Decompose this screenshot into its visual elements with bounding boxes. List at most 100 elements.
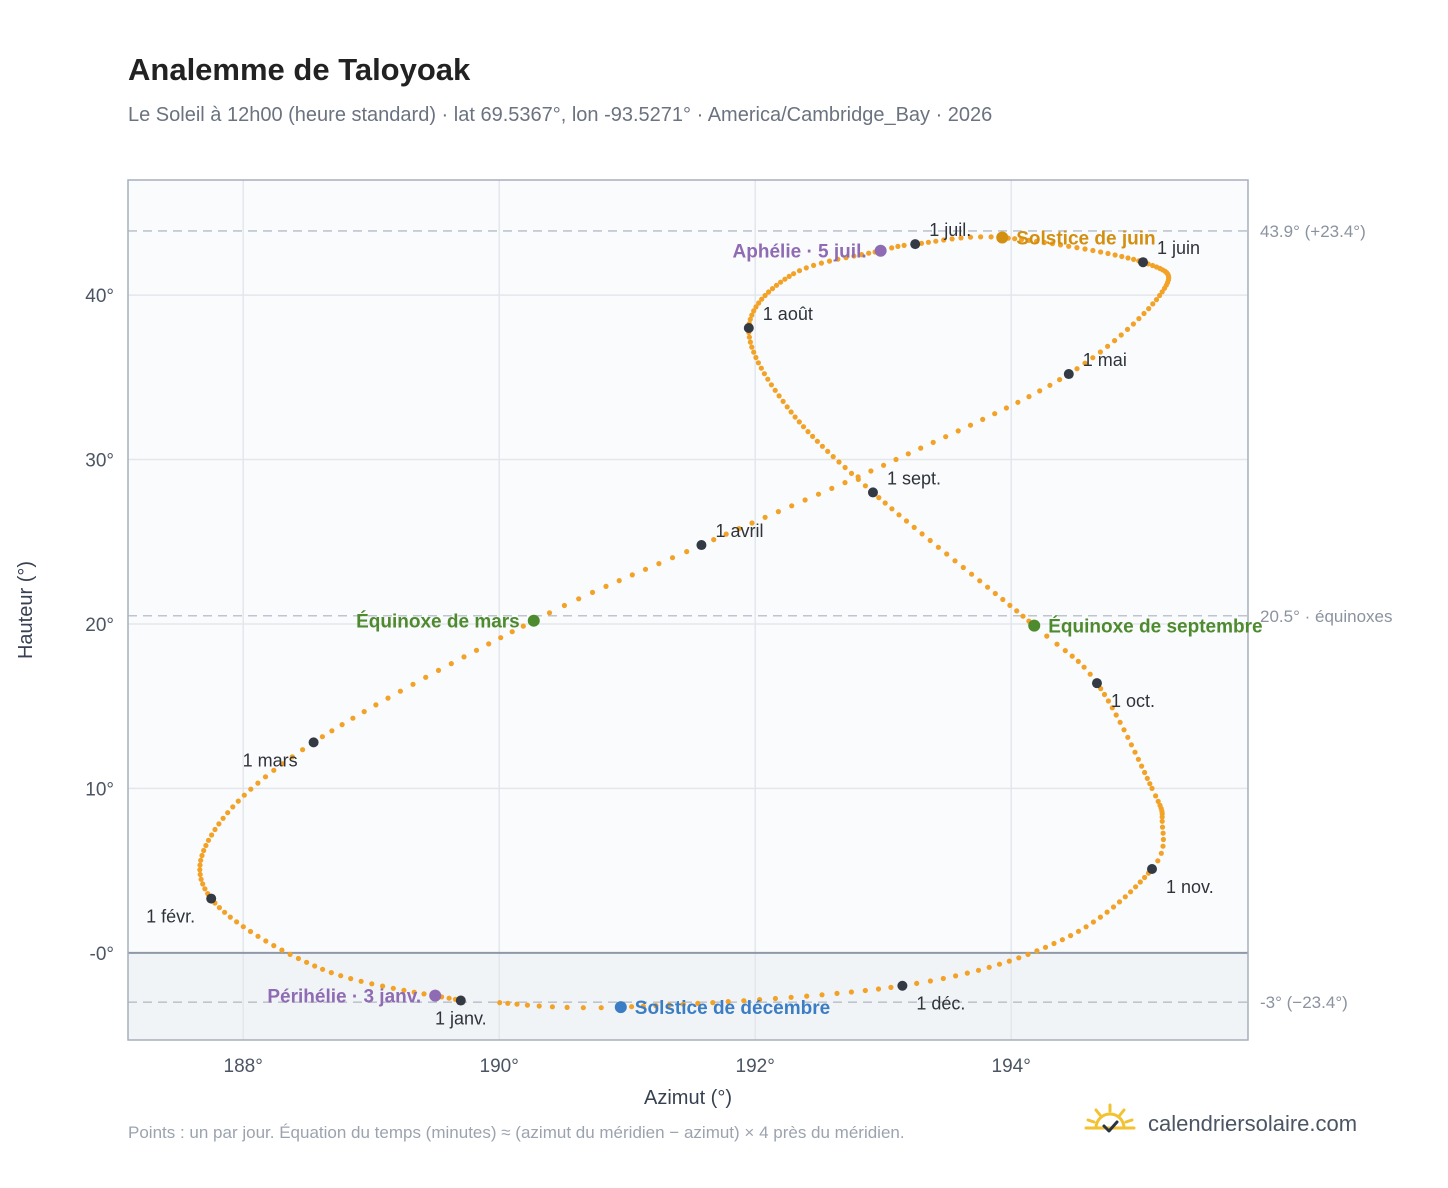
daily-sun-dot [1105, 343, 1111, 349]
footnote: Points : un par jour. Équation du temps … [128, 1123, 905, 1142]
daily-sun-dot [1057, 242, 1064, 248]
daily-sun-dot [1159, 818, 1165, 824]
daily-sun-dot [423, 674, 429, 680]
daily-sun-dot [240, 924, 246, 930]
event-markers: Solstice de juin Aphélie · 5 juil. Équinox… [267, 229, 1262, 1020]
daily-sun-dot [876, 495, 882, 501]
month-marker-label: 1 mai [1083, 350, 1127, 370]
daily-sun-dot [289, 754, 295, 760]
daily-sun-dot [216, 905, 222, 911]
daily-sun-dot [448, 661, 454, 667]
daily-sun-dot [992, 590, 998, 597]
daily-sun-dot [711, 537, 717, 543]
daily-sun-dot [746, 334, 753, 340]
month-marker-label: 1 avril [715, 521, 763, 541]
month-marker-label: 1 févr. [146, 907, 195, 927]
x-tick-label: 192° [736, 1056, 775, 1077]
daily-sun-dot [576, 596, 582, 602]
daily-sun-dot [509, 629, 515, 635]
daily-sun-dot [201, 847, 207, 854]
month-marker-dot [897, 980, 908, 991]
daily-sun-dot [1003, 405, 1010, 411]
daily-sun-dot [656, 561, 662, 567]
analemma-path [197, 234, 1172, 1011]
daily-sun-dot [524, 1002, 531, 1008]
daily-sun-dot [1155, 798, 1161, 805]
brand-name[interactable]: calendriersolaire.com [1148, 1111, 1358, 1136]
daily-sun-dot [911, 524, 917, 531]
month-marker-dot [743, 322, 754, 333]
daily-sun-dot [1012, 236, 1018, 242]
daily-sun-dot [205, 837, 212, 843]
daily-sun-dot [747, 316, 753, 322]
daily-sun-dot [520, 623, 526, 629]
daily-sun-dot [385, 695, 391, 701]
daily-sun-dot [842, 480, 848, 486]
daily-sun-dot [977, 578, 983, 584]
daily-sun-dot [241, 792, 247, 798]
daily-sun-dot [546, 610, 553, 616]
y-tick-label: 40° [85, 286, 114, 307]
daily-sun-dot [1155, 858, 1161, 864]
month-marker-label: 1 oct. [1111, 691, 1155, 711]
daily-sun-dot [751, 308, 757, 314]
daily-sun-dot [964, 970, 970, 976]
chart-subtitle: Le Soleil à 12h00 (heure standard) · lat… [128, 104, 993, 126]
daily-sun-dot [1125, 734, 1131, 740]
daily-sun-dot [772, 995, 779, 1002]
x-tick-label: 194° [992, 1056, 1031, 1077]
daily-sun-dot [960, 564, 966, 571]
daily-sun-dot [952, 558, 958, 564]
daily-sun-dot [1090, 247, 1096, 254]
month-marker-label: 1 août [763, 304, 813, 324]
daily-sun-dot [782, 276, 788, 282]
plot-background [128, 180, 1248, 1040]
daily-sun-dot [927, 537, 933, 544]
daily-sun-dot [1105, 698, 1111, 704]
event-marker-label: Périhélie · 3 janv. [267, 987, 421, 1008]
event-marker-label: Solstice de juin [1016, 229, 1155, 250]
month-markers: 1 janv. 1 févr. 1 mars 1 avril 1 mai 1 juin 1 … [146, 220, 1214, 1028]
daily-sun-dot [473, 647, 480, 653]
daily-sun-dot [304, 959, 310, 965]
daily-sun-dot [814, 438, 821, 444]
daily-sun-dot [486, 641, 492, 647]
daily-sun-dot [1137, 879, 1143, 885]
daily-sun-dot [1087, 671, 1093, 677]
daily-sun-dot [741, 998, 747, 1004]
daily-sun-dot [1109, 705, 1115, 711]
daily-sun-dot [212, 826, 218, 833]
daily-sun-dot [1049, 241, 1055, 247]
daily-sun-dot [930, 439, 936, 445]
daily-sun-dot [1006, 958, 1012, 964]
daily-sun-dot [498, 635, 504, 641]
daily-sun-dot [1112, 338, 1118, 344]
daily-sun-dot [1044, 633, 1050, 639]
daily-sun-dot [1098, 249, 1104, 255]
event-marker-dot [996, 231, 1009, 244]
daily-sun-dot [666, 1002, 672, 1008]
daily-sun-dot [1026, 394, 1032, 400]
daily-sun-dot [896, 512, 902, 518]
daily-sun-dot [435, 667, 442, 674]
daily-sun-dot [361, 709, 367, 715]
daily-sun-dot [766, 289, 772, 295]
daily-sun-dot [390, 985, 396, 991]
daily-sun-dot [757, 997, 763, 1003]
daily-sun-dot [536, 1003, 542, 1009]
daily-sun-dot [836, 459, 842, 465]
month-marker-label: 1 nov. [1166, 877, 1214, 897]
daily-sun-dot [295, 955, 301, 962]
month-marker-dot [1147, 863, 1157, 874]
daily-sun-dot [1153, 793, 1159, 799]
month-marker-dot [1063, 369, 1074, 380]
daily-sun-dot [901, 242, 907, 248]
daily-sun-dot [786, 273, 792, 279]
daily-sun-dot [1090, 919, 1096, 925]
daily-sun-dot [842, 464, 848, 471]
daily-sun-dot [791, 271, 797, 277]
daily-sun-dot [788, 409, 794, 415]
brand[interactable]: calendriersolaire.com [1082, 1103, 1358, 1144]
daily-sun-dot [918, 445, 924, 451]
daily-sun-dot [815, 491, 822, 497]
